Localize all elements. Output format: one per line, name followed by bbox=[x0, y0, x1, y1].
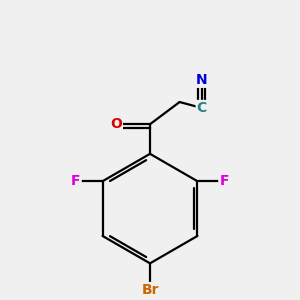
Text: N: N bbox=[196, 73, 208, 87]
Text: F: F bbox=[219, 174, 229, 188]
Text: F: F bbox=[71, 174, 81, 188]
Text: O: O bbox=[110, 117, 122, 131]
Text: Br: Br bbox=[141, 283, 159, 297]
Text: C: C bbox=[197, 101, 207, 115]
